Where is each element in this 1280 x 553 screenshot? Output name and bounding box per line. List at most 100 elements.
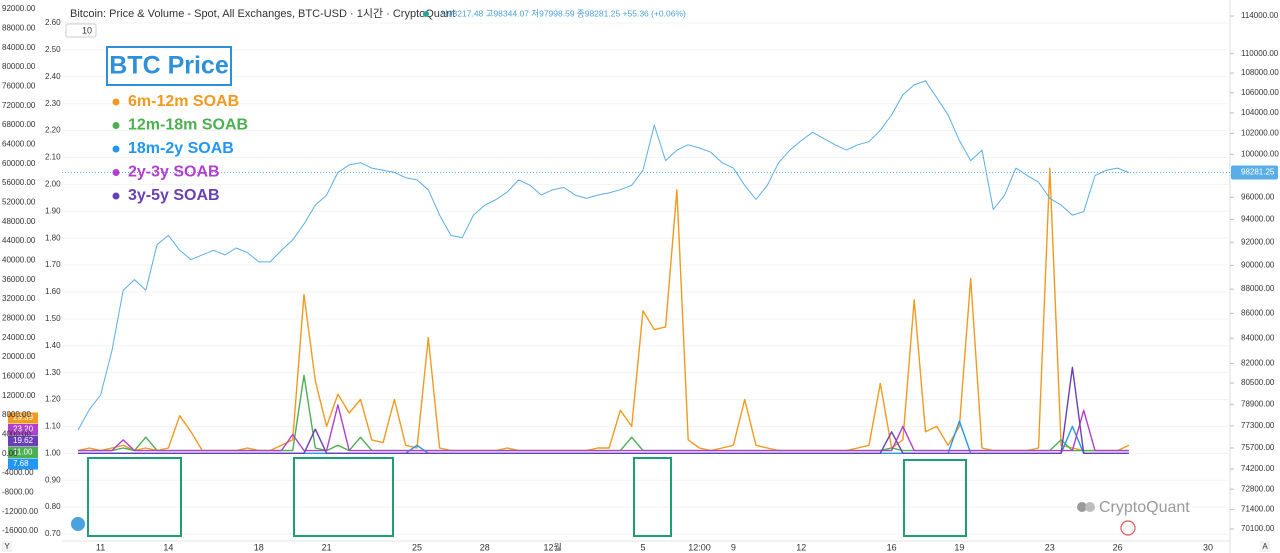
legend: 6m-12m SOAB 12m-18m SOAB 18m-2y SOAB 2y-3y … <box>112 93 248 204</box>
x-tick-label: 25 <box>412 542 422 552</box>
watermark: CryptoQuant <box>1077 499 1190 516</box>
y3-tick-label: 76000.00 <box>2 81 36 90</box>
x-tick-label: 9 <box>731 542 736 552</box>
chart-title: Bitcoin: Price & Volume - Spot, All Exch… <box>70 7 455 20</box>
cloud-icon[interactable] <box>71 517 85 531</box>
last-price-badge <box>1231 165 1278 180</box>
y-tick-label: 1.00 <box>45 448 61 457</box>
y3-tick-label: 68000.00 <box>2 120 36 129</box>
y-tick-label: 2.10 <box>45 153 61 162</box>
y3-tick-label: 36000.00 <box>2 275 36 284</box>
y2-tick-label: 96000.00 <box>1241 192 1275 201</box>
watermark-text: CryptoQuant <box>1099 499 1190 516</box>
y-tick-label: 2.20 <box>45 126 61 135</box>
y-tick-label: 0.70 <box>45 529 61 538</box>
legend-marker <box>112 169 120 176</box>
y-tick-label: 1.90 <box>45 206 61 215</box>
highlight-box <box>633 457 672 537</box>
value-badge-label: 11.00 <box>13 448 33 457</box>
y3-tick-label: -16000.00 <box>2 526 39 535</box>
y-tick-label: 0.90 <box>45 475 61 484</box>
y3-tick-label: 4000.00 <box>2 429 31 438</box>
y2-tick-label: 84000.00 <box>1241 333 1275 342</box>
y-tick-label: 1.10 <box>45 422 61 431</box>
y3-tick-label: 20000.00 <box>2 352 36 361</box>
value-badge-label: 19.62 <box>13 436 34 445</box>
y2-tick-label: 102000.00 <box>1241 128 1279 137</box>
y3-tick-label: 52000.00 <box>2 197 36 206</box>
x-tick-label: 11 <box>96 542 105 552</box>
corner-box[interactable] <box>1260 541 1270 552</box>
y2-tick-label: 78900.00 <box>1241 399 1275 408</box>
y-tick-label: 2.50 <box>45 45 61 54</box>
x-tick-label: 23 <box>1045 542 1055 552</box>
y-tick-label: 1.80 <box>45 233 61 242</box>
y2-tick-label: 70100.00 <box>1241 524 1275 533</box>
x-tick-label: 16 <box>887 542 897 552</box>
y3-tick-label: 24000.00 <box>2 333 36 342</box>
y2-tick-label: 80500.00 <box>1241 378 1275 387</box>
corner-label[interactable]: Y <box>4 542 10 551</box>
y3-tick-label: 72000.00 <box>2 101 36 110</box>
y2-tick-label: 71400.00 <box>1241 505 1275 514</box>
corner-box[interactable] <box>2 541 12 552</box>
y2-tick-label: 86000.00 <box>1241 308 1275 317</box>
y-tick-label: 1.20 <box>45 395 61 404</box>
highlight-boxes <box>87 457 967 537</box>
status-dot <box>423 11 429 17</box>
y2-tick-label: 114000.00 <box>1241 11 1279 20</box>
interval[interactable]: 10 <box>82 25 92 35</box>
y3-tick-label: 16000.00 <box>2 371 36 380</box>
soab-line <box>78 366 1129 454</box>
y3-tick-label: 44000.00 <box>2 236 36 245</box>
highlight-box <box>87 457 182 537</box>
y3-tick-label: 84000.00 <box>2 43 36 52</box>
soab-line <box>78 404 1129 452</box>
y3-tick-label: 0.00 <box>2 449 18 458</box>
y-tick-label: 2.40 <box>45 72 61 81</box>
badges: 29.39 11.00 7.68 23.20 19.62 <box>8 412 38 470</box>
y-tick-label: 2.30 <box>45 99 61 108</box>
clock-icon[interactable] <box>1120 520 1136 536</box>
value-badge <box>8 412 38 424</box>
y3-tick-label: -12000.00 <box>2 507 39 516</box>
value-badge-label: 23.20 <box>13 425 34 434</box>
ohlc: 시98217.48 고98344.07 저97998.59 종98281.25 … <box>440 8 686 18</box>
y3-tick-label: 60000.00 <box>2 159 36 168</box>
x-tick-label: 28 <box>480 542 490 552</box>
x-tick-label: 30 <box>1203 542 1213 552</box>
y2-tick-label: 92000.00 <box>1241 237 1275 246</box>
last-price-label: 98281.25 <box>1241 168 1275 177</box>
y3-tick-label: 32000.00 <box>2 294 36 303</box>
value-badge-label: 7.68 <box>13 459 29 468</box>
legend-marker <box>112 192 120 200</box>
price-line <box>77 80 1130 431</box>
y2-tick-label: 74200.00 <box>1241 464 1275 473</box>
y-tick-label: 1.40 <box>45 341 61 350</box>
x-tick-label: 14 <box>163 542 173 552</box>
y2-tick-label: 110000.00 <box>1241 49 1279 58</box>
corner-label[interactable]: A <box>1262 542 1268 551</box>
y3-tick-label: -8000.00 <box>2 487 34 496</box>
y-tick-label: 1.50 <box>45 314 61 323</box>
y-tick-label: 2.00 <box>45 179 61 188</box>
legend-label: 18m-2y SOAB <box>128 140 234 157</box>
y3-tick-label: 80000.00 <box>2 62 36 71</box>
overlay-title-box <box>106 46 232 86</box>
legend-marker <box>112 145 120 153</box>
highlight-box <box>903 459 967 537</box>
y-tick-label: 1.60 <box>45 287 61 296</box>
y-tick-label: 2.60 <box>45 18 61 27</box>
x-tick-label: 5 <box>640 542 645 552</box>
watermark-icon <box>1077 502 1087 512</box>
y2-tick-label: 90000.00 <box>1241 261 1275 270</box>
interval-box[interactable] <box>65 23 97 38</box>
x-tick-label: 18 <box>254 542 264 552</box>
legend-marker <box>112 98 120 106</box>
overlay-title: BTC Price <box>109 52 229 80</box>
y-tick-label: 1.70 <box>45 260 61 269</box>
y3-tick-label: 12000.00 <box>2 391 36 400</box>
